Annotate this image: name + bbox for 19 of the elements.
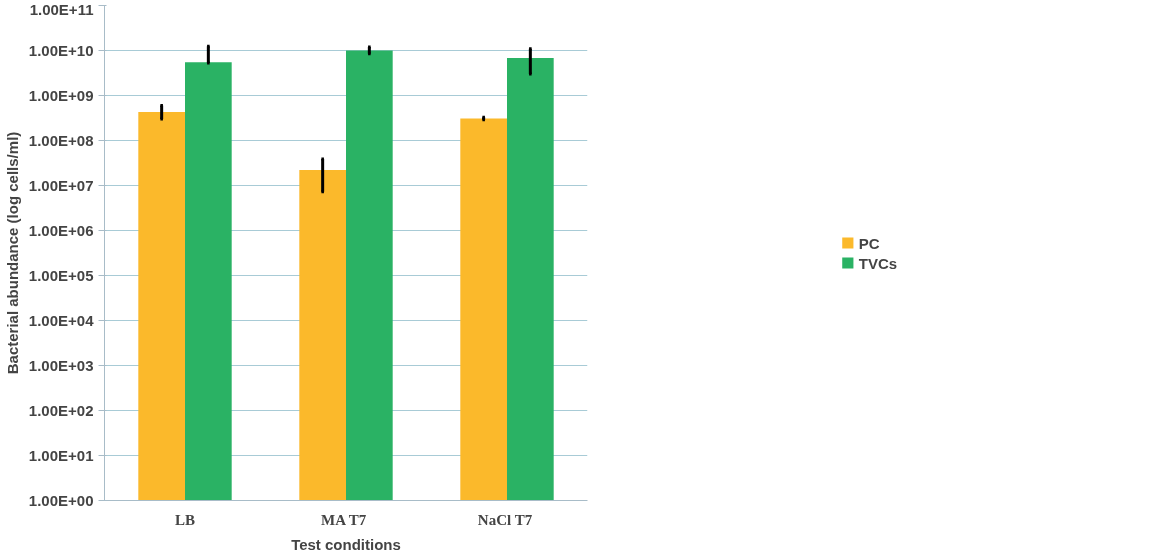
x-tick-label: NaCl T7 [477,511,533,528]
y-tick-label: 1.00E+02 [28,402,94,419]
y-tick-label: 1.00E+01 [28,447,94,464]
y-tick-label: 1.00E+04 [28,312,95,329]
y-tick-label: 1.00E+07 [28,177,94,194]
y-tick-label: 1.00E+03 [28,357,94,374]
y-tick-label: 1.00E+09 [28,87,94,104]
legend-label: PC [858,234,880,251]
y-tick-label: 1.00E+08 [28,132,94,149]
y-tick-label: 1.00E+00 [28,492,94,509]
y-tick-label: 1.00E+06 [28,222,94,239]
x-tick-label: LB [175,511,196,528]
x-axis-title: Test conditions [291,535,401,553]
legend-label: TVCs [858,254,898,271]
y-axis-title: Bacterial abundance (log cells/ml) [3,131,21,375]
y-tick-label: 1.00E+05 [28,267,94,284]
y-tick-label: 1.00E+10 [28,42,94,59]
y-tick-label: 1.00E+11 [29,0,94,18]
x-tick-label: MA T7 [321,511,367,528]
